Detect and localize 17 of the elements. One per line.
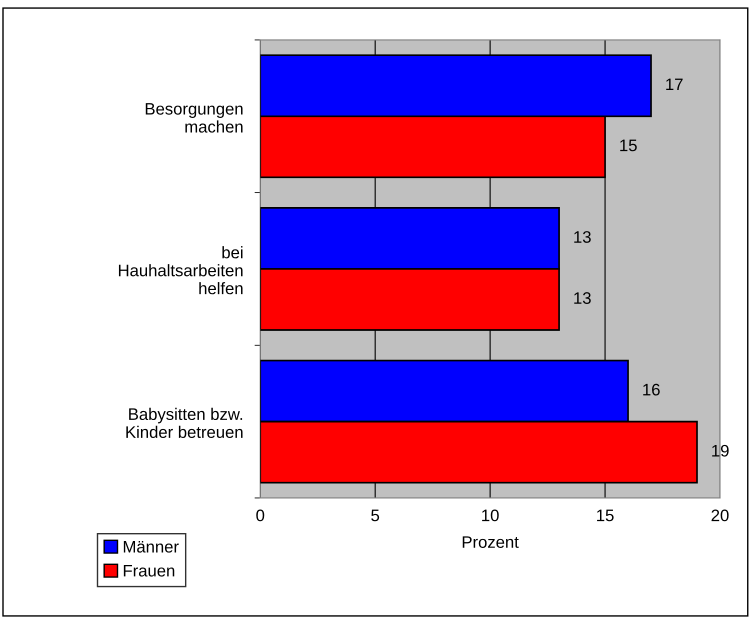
x-tick-label: 10 [482,510,499,522]
x-tick-label: 20 [712,510,729,522]
data-label: 17 [666,78,683,90]
data-label: 19 [712,444,729,457]
x-tick-label: 5 [371,510,380,522]
data-label: 13 [574,231,591,243]
y-tick-label: Besorgungen machen [146,103,243,133]
data-label: 13 [574,292,591,304]
data-label: 16 [643,384,660,396]
x-axis-title: Prozent [462,536,519,548]
x-tick-label: 0 [256,510,264,522]
y-tick-label: bei Hauhaltsarbeiten helfen [118,246,243,294]
legend-label: Frauen [124,564,174,577]
x-tick-label: 15 [597,510,614,522]
y-tick-label: Babysitten bzw. Kinder betreuen [126,408,243,438]
data-label: 15 [620,140,637,152]
legend-label: Männer [124,541,179,553]
